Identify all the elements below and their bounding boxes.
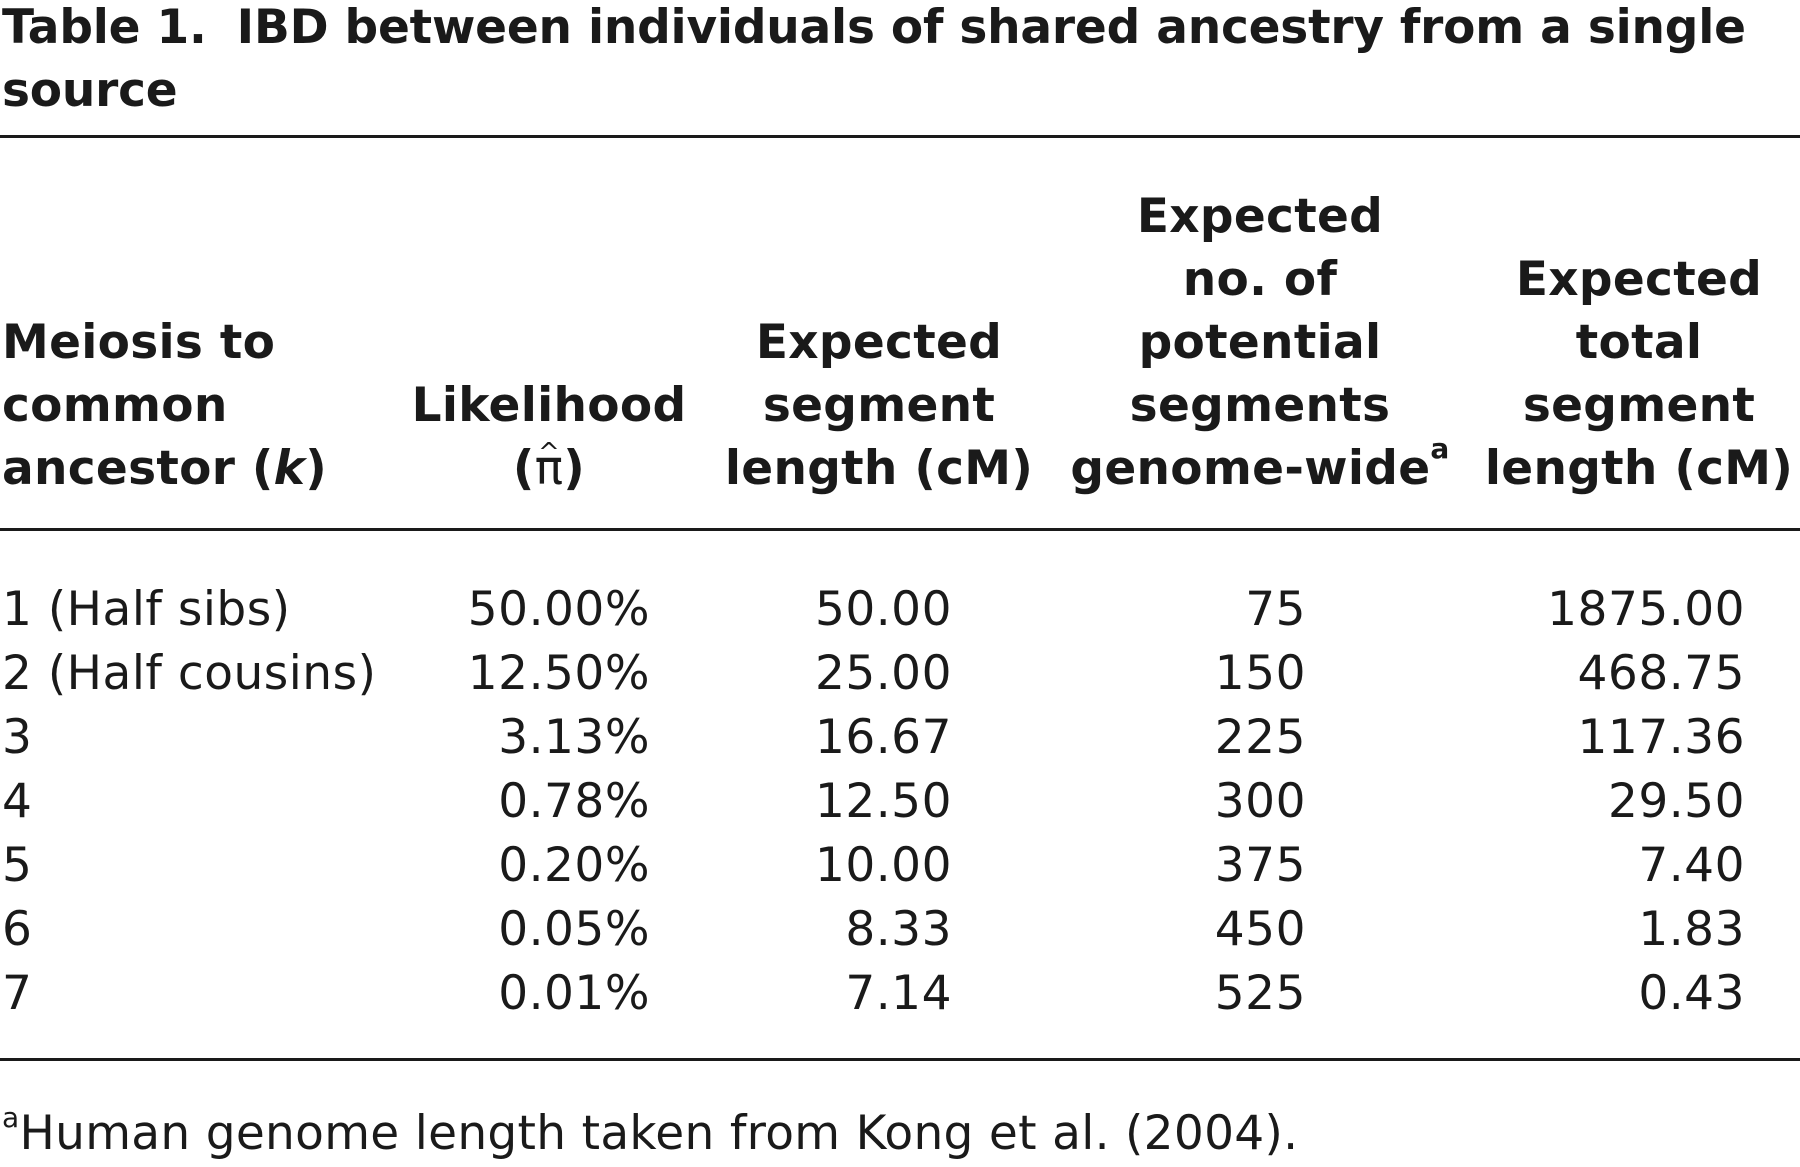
cell-k: 2 (Half cousins) (2, 646, 377, 701)
cell-segment-length: 10.00 (814, 838, 952, 893)
header-meiosis: Meiosis to common ancestor (k) (2, 315, 328, 496)
table-row: 4 0.78% 12.50 300 29.50 (0, 770, 1800, 834)
cell-segment-length: 16.67 (814, 710, 952, 765)
footnote-text: Human genome length taken from Kong et a… (19, 1106, 1299, 1161)
cell-total-length: 0.43 (1638, 966, 1745, 1021)
cell-total-length: 1875.00 (1547, 582, 1745, 637)
cell-total-length: 117.36 (1577, 710, 1745, 765)
table-footnote: aHuman genome length taken from Kong et … (2, 1102, 1298, 1165)
table-title: IBD between individuals of shared ancest… (2, 0, 1746, 118)
cell-k: 6 (2, 902, 33, 957)
cell-likelihood: 0.20% (498, 838, 650, 893)
cell-segment-length: 7.14 (845, 966, 952, 1021)
cell-no-segments: 375 (1214, 838, 1306, 893)
cell-total-length: 7.40 (1638, 838, 1745, 893)
cell-likelihood: 12.50% (467, 646, 650, 701)
cell-k: 7 (2, 966, 33, 1021)
table-caption: Table 1. IBD between individuals of share… (2, 0, 1792, 122)
header-rule (0, 528, 1800, 531)
header-total-length: Expected total segment length (cM) (1484, 252, 1794, 496)
cell-likelihood: 0.78% (498, 774, 650, 829)
cell-likelihood: 50.00% (467, 582, 650, 637)
cell-k: 3 (2, 710, 33, 765)
header-segment-length: Expected segment length (cM) (724, 315, 1034, 496)
header-no-segments: Expected no. of potential segments genome-wi… (1070, 189, 1450, 496)
footnote-marker: a (2, 1101, 20, 1134)
cell-no-segments: 525 (1214, 966, 1306, 1021)
table-row: 3 3.13% 16.67 225 117.36 (0, 706, 1800, 770)
cell-no-segments: 75 (1245, 582, 1306, 637)
cell-likelihood: 3.13% (498, 710, 650, 765)
table-row: 6 0.05% 8.33 450 1.83 (0, 898, 1800, 962)
table-label: Table 1. (2, 0, 207, 55)
table-row: 2 (Half cousins) 12.50% 25.00 150 468.75 (0, 642, 1800, 706)
cell-likelihood: 0.05% (498, 902, 650, 957)
cell-segment-length: 12.50 (814, 774, 952, 829)
cell-no-segments: 150 (1214, 646, 1306, 701)
table-row: 7 0.01% 7.14 525 0.43 (0, 962, 1800, 1026)
cell-no-segments: 300 (1214, 774, 1306, 829)
cell-total-length: 29.50 (1607, 774, 1745, 829)
cell-no-segments: 450 (1214, 902, 1306, 957)
cell-total-length: 468.75 (1577, 646, 1745, 701)
header-likelihood: Likelihood(π) (408, 374, 690, 500)
cell-segment-length: 50.00 (814, 582, 952, 637)
cell-likelihood: 0.01% (498, 966, 650, 1021)
cell-segment-length: 25.00 (814, 646, 952, 701)
cell-segment-length: 8.33 (845, 902, 952, 957)
cell-k: 4 (2, 774, 33, 829)
bottom-rule (0, 1058, 1800, 1061)
table-body: 1 (Half sibs) 50.00% 50.00 75 1875.00 2 … (0, 578, 1800, 1026)
cell-total-length: 1.83 (1638, 902, 1745, 957)
table-row: 5 0.20% 10.00 375 7.40 (0, 834, 1800, 898)
top-rule (0, 135, 1800, 138)
footnote-marker: a (1430, 432, 1450, 465)
cell-k: 1 (Half sibs) (2, 582, 291, 637)
cell-k: 5 (2, 838, 33, 893)
table-row: 1 (Half sibs) 50.00% 50.00 75 1875.00 (0, 578, 1800, 642)
table-header: Meiosis to common ancestor (k) Likelihood(… (0, 180, 1800, 500)
cell-no-segments: 225 (1214, 710, 1306, 765)
